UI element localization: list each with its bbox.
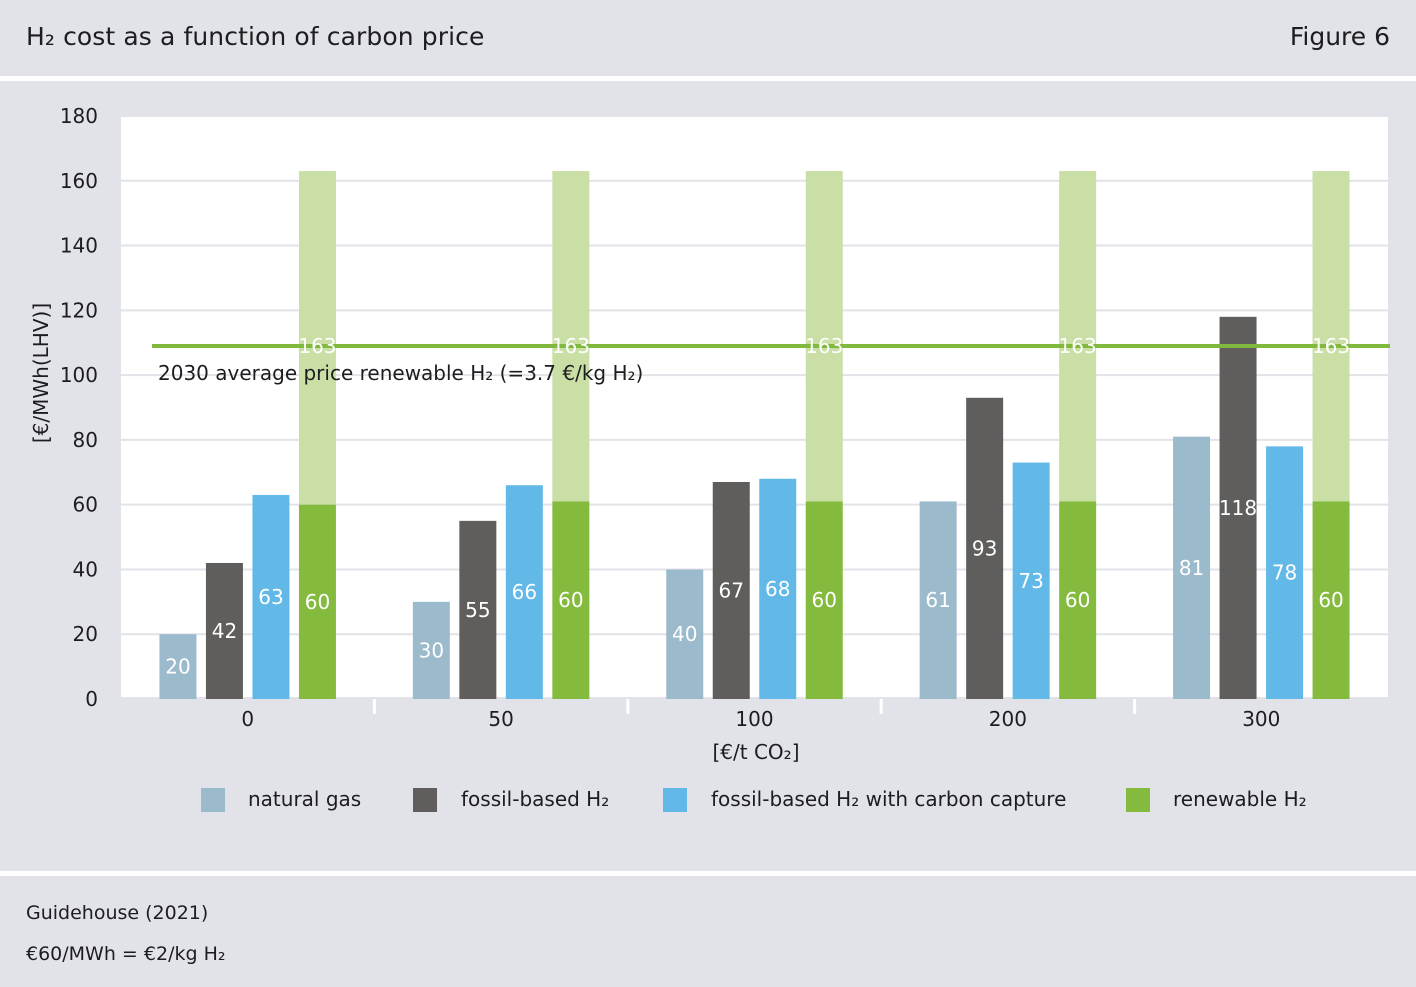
y-tick-label: 20 bbox=[73, 622, 98, 646]
y-tick-label: 0 bbox=[85, 687, 98, 711]
bar-value-label: 118 bbox=[1219, 496, 1257, 520]
legend-label: natural gas bbox=[248, 787, 361, 811]
y-tick-label: 180 bbox=[60, 104, 98, 128]
bar-fossil-h2 bbox=[1219, 316, 1257, 699]
bar-value-label: 163 bbox=[552, 334, 590, 358]
bar-renewable-range bbox=[805, 171, 843, 502]
bar-value-label: 60 bbox=[1318, 588, 1343, 612]
bar-value-label: 163 bbox=[1312, 334, 1350, 358]
x-tick-label: 0 bbox=[241, 707, 254, 731]
y-tick-label: 140 bbox=[60, 234, 98, 258]
reference-line-label: 2030 average price renewable H₂ (=3.7 €/… bbox=[158, 361, 643, 385]
bar-value-label: 20 bbox=[165, 655, 190, 679]
legend-swatch bbox=[413, 788, 437, 812]
bar-natural-gas bbox=[159, 634, 197, 699]
x-tick-label: 200 bbox=[989, 707, 1027, 731]
bar-value-label: 163 bbox=[298, 334, 336, 358]
figure-label: Figure 6 bbox=[1289, 22, 1390, 51]
bar-renewable-range bbox=[552, 171, 590, 502]
source-note: Guidehouse (2021) bbox=[26, 902, 209, 924]
legend: natural gas fossil-based H₂ fossil-based H… bbox=[201, 787, 1307, 812]
y-tick-label: 160 bbox=[60, 169, 98, 193]
bar-renewable bbox=[552, 501, 590, 699]
bar-value-label: 42 bbox=[212, 619, 237, 643]
bar-value-label: 60 bbox=[305, 590, 330, 614]
bar-value-label: 63 bbox=[258, 585, 283, 609]
legend-label: fossil-based H₂ bbox=[461, 787, 609, 811]
x-tick-label: 300 bbox=[1242, 707, 1280, 731]
bar-value-label: 30 bbox=[419, 638, 444, 662]
conversion-note: €60/MWh = €2/kg H₂ bbox=[26, 943, 226, 965]
bar-renewable bbox=[298, 504, 336, 699]
bar-value-label: 163 bbox=[805, 334, 843, 358]
bar-value-label: 66 bbox=[512, 580, 537, 604]
bar-value-label: 55 bbox=[465, 598, 490, 622]
legend-label: renewable H₂ bbox=[1173, 787, 1307, 811]
bar-fossil-h2 bbox=[712, 481, 750, 699]
header: H₂ cost as a function of carbon price Fi… bbox=[0, 0, 1416, 78]
legend-swatch bbox=[663, 788, 687, 812]
bar-value-label: 60 bbox=[558, 588, 583, 612]
bar-value-label: 67 bbox=[719, 578, 744, 602]
bar-renewable bbox=[1312, 501, 1350, 699]
y-tick-label: 120 bbox=[60, 298, 98, 322]
x-axis-title: [€/t CO₂] bbox=[713, 740, 800, 764]
y-tick-label: 100 bbox=[60, 363, 98, 387]
top-divider bbox=[0, 76, 1416, 81]
plot-area: 0 20 40 60 80 100 120 140 160 180 2030 average pri… bbox=[60, 104, 1390, 731]
bar-renewable bbox=[805, 501, 843, 699]
bar-value-label: 61 bbox=[925, 588, 950, 612]
bar-natural-gas bbox=[412, 601, 450, 699]
bar-value-label: 60 bbox=[1065, 588, 1090, 612]
bar-fossil-ccs bbox=[759, 478, 797, 699]
bar-renewable bbox=[1059, 501, 1097, 699]
bottom-divider bbox=[0, 871, 1416, 876]
bar-chart: 0 20 40 60 80 100 120 140 160 180 2030 average pri… bbox=[29, 104, 1390, 812]
bar-value-label: 78 bbox=[1272, 561, 1297, 585]
legend-label: fossil-based H₂ with carbon capture bbox=[711, 787, 1066, 811]
bar-fossil-ccs bbox=[505, 485, 543, 699]
bar-value-label: 68 bbox=[765, 577, 790, 601]
x-tick-label: 100 bbox=[735, 707, 773, 731]
bar-renewable-range bbox=[1059, 171, 1097, 502]
y-tick-label: 40 bbox=[73, 557, 98, 581]
bar-value-label: 81 bbox=[1179, 556, 1204, 580]
bar-value-label: 40 bbox=[672, 622, 697, 646]
y-tick-label: 80 bbox=[73, 428, 98, 452]
bar-fossil-h2 bbox=[966, 397, 1004, 699]
bar-natural-gas bbox=[666, 569, 704, 699]
x-tick-label: 50 bbox=[488, 707, 513, 731]
legend-swatch bbox=[201, 788, 225, 812]
bar-fossil-ccs bbox=[1012, 462, 1050, 699]
bar-renewable-range bbox=[298, 171, 336, 505]
bar-renewable-range bbox=[1312, 171, 1350, 502]
bar-natural-gas bbox=[1173, 436, 1211, 699]
bar-fossil-ccs bbox=[1266, 446, 1304, 699]
y-axis-title: [€/MWh(LHV)] bbox=[29, 303, 53, 443]
bar-natural-gas bbox=[919, 501, 957, 699]
bar-value-label: 60 bbox=[812, 588, 837, 612]
bar-fossil-h2 bbox=[459, 520, 497, 699]
y-tick-label: 60 bbox=[73, 493, 98, 517]
bar-value-label: 163 bbox=[1059, 334, 1097, 358]
bar-value-label: 93 bbox=[972, 536, 997, 560]
bar-fossil-ccs bbox=[252, 494, 290, 699]
bar-value-label: 73 bbox=[1018, 569, 1043, 593]
bar-fossil-h2 bbox=[205, 562, 243, 699]
page-title: H₂ cost as a function of carbon price bbox=[26, 22, 485, 51]
legend-swatch bbox=[1126, 788, 1150, 812]
